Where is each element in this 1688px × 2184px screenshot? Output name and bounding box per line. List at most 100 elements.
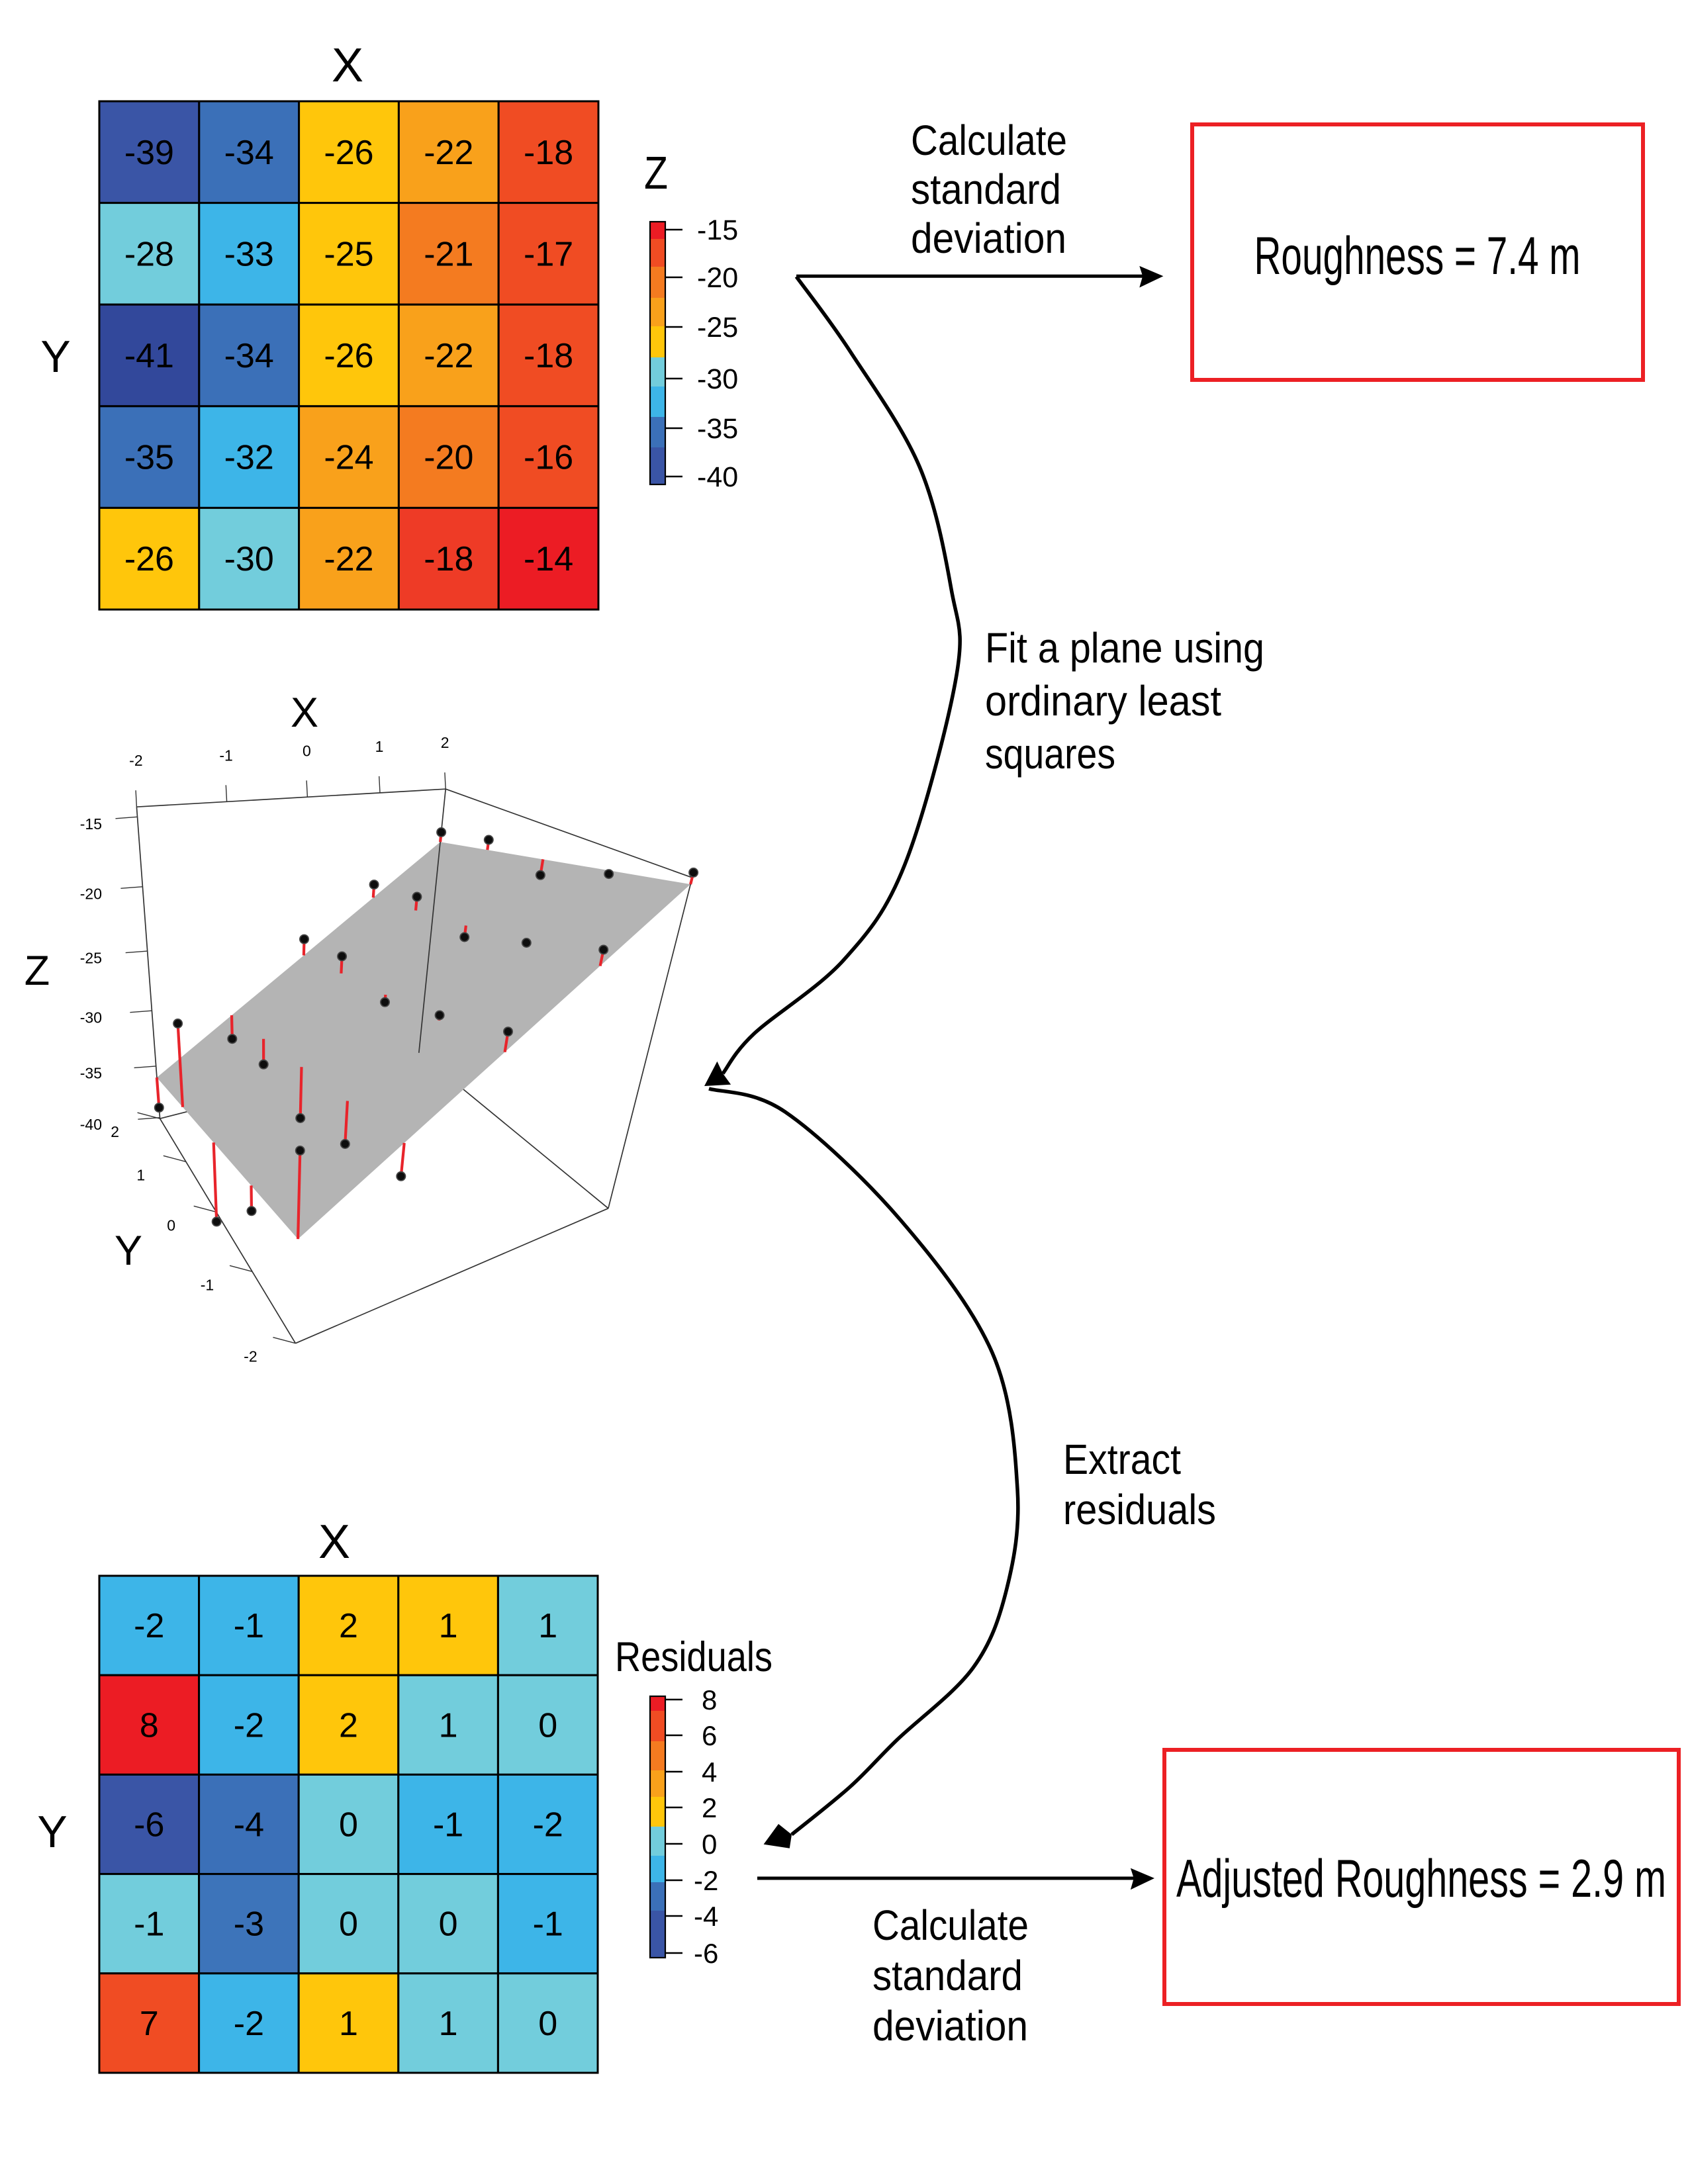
svg-text:1: 1 [136,1166,145,1183]
svg-text:1: 1 [439,1706,458,1745]
svg-text:Extract: Extract [1063,1435,1181,1483]
svg-text:Y: Y [37,1807,67,1857]
svg-text:-26: -26 [324,337,373,375]
svg-text:0: 0 [167,1216,175,1234]
svg-text:-18: -18 [424,540,473,578]
svg-text:residuals: residuals [1063,1486,1216,1533]
svg-text:0: 0 [538,1706,557,1745]
svg-text:X: X [332,39,363,92]
svg-text:-20: -20 [424,439,473,477]
svg-text:-25: -25 [80,950,102,967]
svg-text:-40: -40 [80,1116,102,1133]
svg-text:-30: -30 [697,363,738,395]
svg-text:Roughness = 7.4 m: Roughness = 7.4 m [1254,226,1581,286]
svg-text:2: 2 [441,734,449,751]
svg-text:8: 8 [140,1706,159,1745]
svg-text:7: 7 [140,2005,159,2043]
svg-text:-22: -22 [324,540,373,578]
svg-text:standard: standard [872,1952,1023,1999]
svg-text:-24: -24 [324,439,373,477]
svg-text:-40: -40 [697,461,738,493]
svg-text:Calculate: Calculate [872,1901,1029,1949]
svg-text:X: X [291,690,318,736]
svg-text:-6: -6 [134,1806,164,1844]
svg-text:squares: squares [985,730,1115,778]
svg-text:-34: -34 [224,134,274,172]
svg-text:-1: -1 [219,747,232,764]
svg-text:0: 0 [303,742,311,759]
svg-text:1: 1 [439,2005,458,2043]
svg-text:-1: -1 [134,1905,164,1944]
svg-text:Fit a plane using: Fit a plane using [985,624,1264,672]
svg-text:0: 0 [702,1829,717,1860]
svg-text:4: 4 [702,1756,717,1788]
svg-text:-3: -3 [234,1905,264,1944]
svg-text:-26: -26 [324,134,373,172]
svg-text:-20: -20 [697,262,738,294]
svg-text:-18: -18 [524,134,573,172]
svg-text:-4: -4 [234,1806,264,1844]
svg-text:-30: -30 [224,540,274,578]
svg-text:X: X [318,1516,350,1569]
svg-text:-17: -17 [524,235,573,273]
svg-text:-20: -20 [80,885,102,902]
svg-text:-2: -2 [129,752,142,769]
svg-text:6: 6 [702,1720,717,1751]
svg-text:-22: -22 [424,134,473,172]
svg-text:-1: -1 [201,1276,214,1293]
svg-text:-1: -1 [533,1905,563,1944]
svg-text:1: 1 [375,738,384,755]
svg-text:Z: Z [644,147,668,199]
svg-text:-14: -14 [524,540,573,578]
svg-text:0: 0 [339,1905,358,1944]
svg-text:1: 1 [538,1607,557,1645]
svg-text:2: 2 [702,1792,717,1823]
svg-text:-35: -35 [124,439,174,477]
svg-text:-22: -22 [424,337,473,375]
svg-text:1: 1 [339,2005,358,2043]
svg-text:Calculate: Calculate [911,116,1067,164]
svg-text:Residuals: Residuals [615,1634,773,1680]
svg-text:ordinary least: ordinary least [985,677,1221,725]
svg-text:standard: standard [911,165,1061,213]
svg-text:-41: -41 [124,337,174,375]
svg-text:0: 0 [538,2005,557,2043]
svg-text:-2: -2 [533,1806,563,1844]
svg-text:-28: -28 [124,235,174,273]
svg-text:-2: -2 [234,2005,264,2043]
svg-text:-32: -32 [224,439,274,477]
svg-text:-21: -21 [424,235,473,273]
svg-text:-30: -30 [80,1009,102,1026]
svg-text:Adjusted Roughness = 2.9 m: Adjusted Roughness = 2.9 m [1176,1849,1666,1909]
svg-text:2: 2 [339,1706,358,1745]
svg-text:-34: -34 [224,337,274,375]
svg-text:Y: Y [40,332,70,382]
svg-text:-35: -35 [697,413,738,445]
svg-text:-15: -15 [697,214,738,246]
svg-text:-26: -26 [124,540,174,578]
svg-text:-25: -25 [324,235,373,273]
svg-text:2: 2 [111,1123,119,1140]
svg-text:-33: -33 [224,235,274,273]
svg-text:-35: -35 [80,1064,102,1081]
svg-text:Z: Z [24,948,50,994]
svg-text:-2: -2 [694,1865,718,1896]
svg-text:-1: -1 [234,1607,264,1645]
svg-text:0: 0 [339,1806,358,1844]
svg-text:deviation: deviation [911,214,1066,262]
svg-text:-2: -2 [244,1348,257,1365]
svg-text:1: 1 [439,1607,458,1645]
svg-text:Y: Y [115,1228,142,1274]
svg-text:-2: -2 [234,1706,264,1745]
svg-text:8: 8 [702,1684,717,1715]
svg-text:-2: -2 [134,1607,164,1645]
svg-text:-25: -25 [697,312,738,343]
svg-text:-1: -1 [433,1806,463,1844]
svg-text:-4: -4 [694,1901,718,1932]
svg-text:deviation: deviation [872,2002,1028,2050]
svg-text:-15: -15 [80,815,102,833]
svg-text:-16: -16 [524,439,573,477]
svg-text:-6: -6 [694,1938,718,1969]
svg-text:2: 2 [339,1607,358,1645]
svg-text:0: 0 [439,1905,458,1944]
